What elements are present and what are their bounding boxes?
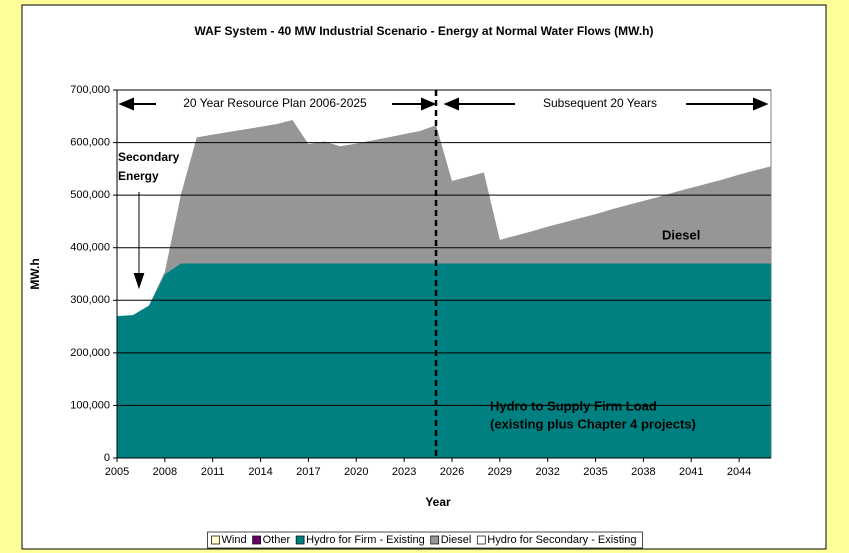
x-tick-label: 2035: [583, 466, 607, 478]
legend-label: Hydro for Secondary - Existing: [487, 534, 636, 546]
legend-label: Hydro for Firm - Existing: [306, 534, 425, 546]
arrow-head: [118, 97, 134, 111]
x-tick-label: 2026: [440, 466, 464, 478]
legend: Wind Other Hydro for Firm - Existing Diesel…: [207, 531, 643, 549]
y-tick-label: 700,000: [70, 84, 110, 96]
x-tick-label: 2038: [631, 466, 655, 478]
annotation-bg: [177, 94, 374, 113]
x-tick-label: 2014: [248, 466, 272, 478]
y-tick-label: 300,000: [70, 294, 110, 306]
plot: 0 100,000 200,000 300,000 400,000 500,000 600,…: [70, 84, 771, 478]
x-axis-label: Year: [425, 495, 451, 509]
x-tick-label: 2041: [679, 466, 703, 478]
x-tick-label: 2044: [727, 466, 751, 478]
legend-label: Diesel: [441, 534, 472, 546]
y-axis-label: MW.h: [28, 258, 42, 289]
x-tick-label: 2020: [344, 466, 368, 478]
legend-swatch: [295, 535, 305, 545]
annotation: Subsequent 20 Years: [543, 96, 657, 110]
x-tick-label: 2011: [201, 466, 225, 478]
legend-swatch: [252, 535, 261, 545]
y-tick-label: 200,000: [70, 347, 110, 359]
y-tick-label: 0: [104, 452, 110, 464]
annotation-bg: [536, 94, 664, 113]
annotation: Energy: [118, 169, 159, 183]
arrow-head: [753, 97, 769, 111]
legend-label: Other: [263, 534, 291, 546]
arrow-head: [133, 273, 145, 290]
x-tick-label: 2017: [296, 466, 320, 478]
overlay: 20 Year Resource Plan 2006-2025 Subsequen…: [118, 90, 769, 458]
legend-swatch: [430, 535, 440, 545]
legend-label: Wind: [222, 534, 247, 546]
y-tick-label: 100,000: [70, 399, 110, 411]
x-tick-label: 2029: [488, 466, 512, 478]
area: [117, 263, 771, 458]
annotation: Hydro to Supply Firm Load: [490, 398, 657, 413]
legend-box: [207, 531, 643, 549]
y-tick-label: 400,000: [70, 242, 110, 254]
area: [117, 119, 771, 317]
arrow-head: [421, 97, 437, 111]
annotation: (existing plus Chapter 4 projects): [490, 416, 696, 431]
annotation: Secondary: [118, 150, 180, 164]
arrow-head: [443, 97, 459, 111]
x-tick-label: 2032: [535, 466, 559, 478]
legend-swatch: [211, 535, 220, 545]
x-tick-label: 2008: [153, 466, 177, 478]
annotation: Diesel: [662, 227, 700, 242]
y-tick-label: 500,000: [70, 189, 110, 201]
x-tick-label: 2023: [392, 466, 416, 478]
annotation: 20 Year Resource Plan 2006-2025: [183, 96, 367, 110]
x-tick-label: 2005: [105, 466, 129, 478]
y-tick-label: 600,000: [70, 136, 110, 148]
arrows: [118, 97, 769, 290]
chart-title: WAF System - 40 MW Industrial Scenario -…: [195, 24, 654, 38]
legend-swatch: [476, 535, 486, 545]
